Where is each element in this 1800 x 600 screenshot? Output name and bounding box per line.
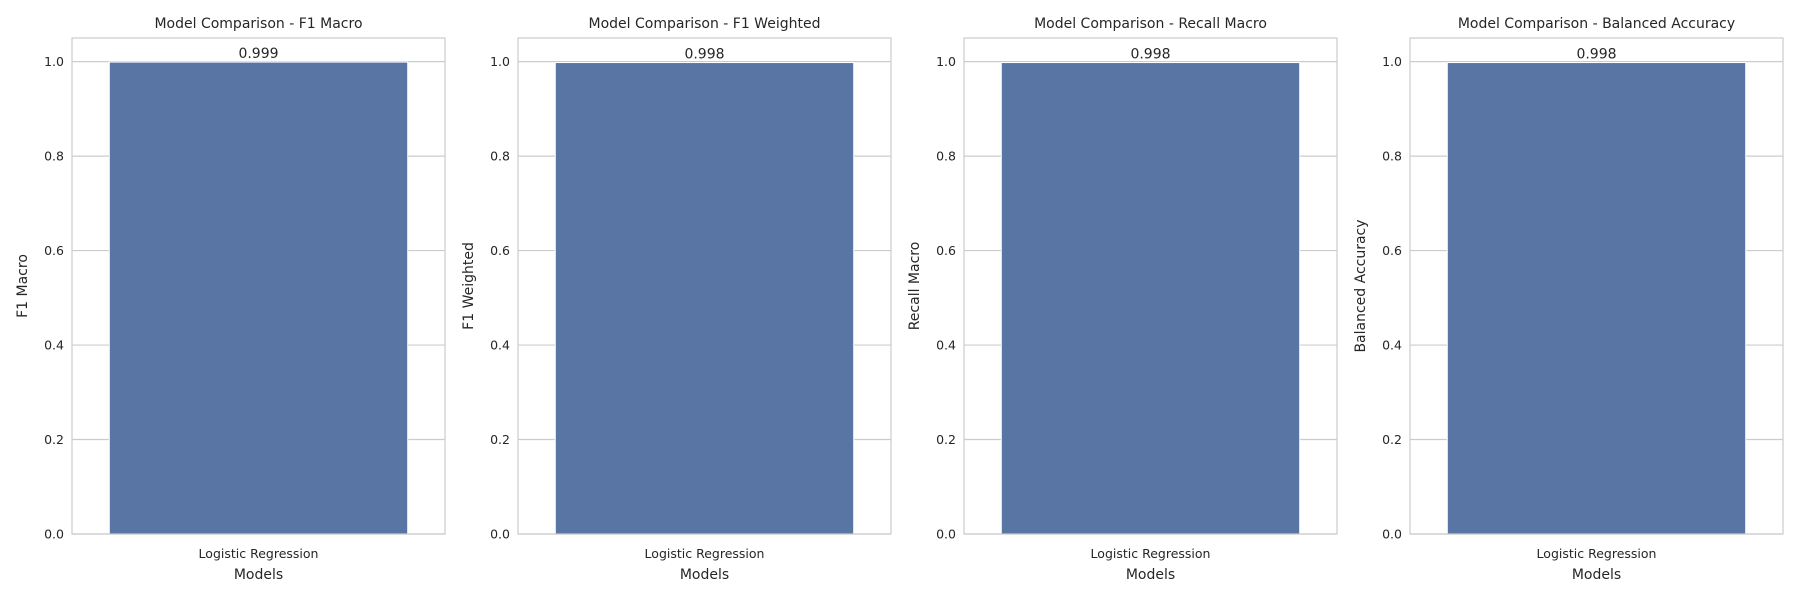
x-axis-label: Models xyxy=(1126,567,1175,583)
y-tick-label: 0.8 xyxy=(1382,149,1402,164)
y-tick-label: 0.4 xyxy=(1382,338,1402,353)
y-tick-label: 1.0 xyxy=(490,54,510,69)
bar xyxy=(1000,62,1301,535)
x-tick-label: Logistic Regression xyxy=(645,546,765,561)
bar-value-label: 0.998 xyxy=(684,47,724,63)
x-tick-label: Logistic Regression xyxy=(1091,546,1211,561)
y-tick-label: 0.2 xyxy=(490,432,510,447)
y-axis-label: F1 Macro xyxy=(15,254,31,318)
chart-panel-1: 0.0 0.2 0.4 0.6 0.8 1.0 0.999 Logistic Regressi… xyxy=(15,16,446,583)
bar-value-label: 0.998 xyxy=(1130,47,1170,63)
chart-panel-3: 0.0 0.2 0.4 0.6 0.8 1.0 0.998 Logistic Regressi… xyxy=(907,16,1338,583)
y-tick-label: 0.8 xyxy=(936,149,956,164)
y-tick-label: 1.0 xyxy=(936,54,956,69)
y-tick-label: 0.8 xyxy=(44,149,64,164)
y-tick-label: 0.4 xyxy=(490,338,510,353)
chart-panel-4: 0.0 0.2 0.4 0.6 0.8 1.0 0.998 Logistic Regressi… xyxy=(1353,16,1784,583)
y-tick-label: 0.0 xyxy=(936,527,956,542)
y-tick-label: 0.2 xyxy=(1382,432,1402,447)
y-tick-label: 0.6 xyxy=(44,243,64,258)
bar-value-label: 0.998 xyxy=(1576,47,1616,63)
chart-title: Model Comparison - F1 Macro xyxy=(154,16,362,32)
chart-title: Model Comparison - Balanced Accuracy xyxy=(1458,16,1735,32)
y-tick-label: 0.0 xyxy=(1382,527,1402,542)
y-tick-label: 0.4 xyxy=(936,338,956,353)
y-axis-label: Recall Macro xyxy=(907,242,923,331)
y-tick-label: 0.8 xyxy=(490,149,510,164)
plot-frame xyxy=(71,37,446,535)
y-axis-label: F1 Weighted xyxy=(461,242,477,330)
chart-title: Model Comparison - Recall Macro xyxy=(1034,16,1267,32)
plot-frame xyxy=(963,37,1338,535)
bar xyxy=(108,61,409,535)
y-tick-label: 0.6 xyxy=(1382,243,1402,258)
y-tick-label: 1.0 xyxy=(1382,54,1402,69)
bar-value-label: 0.999 xyxy=(238,46,278,62)
chart-title: Model Comparison - F1 Weighted xyxy=(589,16,821,32)
plot-frame xyxy=(1409,37,1784,535)
y-tick-label: 0.0 xyxy=(44,527,64,542)
y-tick-label: 0.6 xyxy=(936,243,956,258)
x-axis-label: Models xyxy=(1572,567,1621,583)
bar xyxy=(1446,62,1747,535)
y-tick-label: 0.0 xyxy=(490,527,510,542)
y-axis-label: Balanced Accuracy xyxy=(1353,219,1369,352)
bar xyxy=(554,62,855,535)
y-tick-label: 0.2 xyxy=(44,432,64,447)
y-tick-label: 0.6 xyxy=(490,243,510,258)
x-tick-label: Logistic Regression xyxy=(199,546,319,561)
x-tick-label: Logistic Regression xyxy=(1537,546,1657,561)
y-tick-label: 0.2 xyxy=(936,432,956,447)
y-tick-label: 1.0 xyxy=(44,54,64,69)
chart-panel-2: 0.0 0.2 0.4 0.6 0.8 1.0 0.998 Logistic Regressi… xyxy=(461,16,892,583)
x-axis-label: Models xyxy=(680,567,729,583)
x-axis-label: Models xyxy=(234,567,283,583)
plot-frame xyxy=(517,37,892,535)
y-tick-label: 0.4 xyxy=(44,338,64,353)
